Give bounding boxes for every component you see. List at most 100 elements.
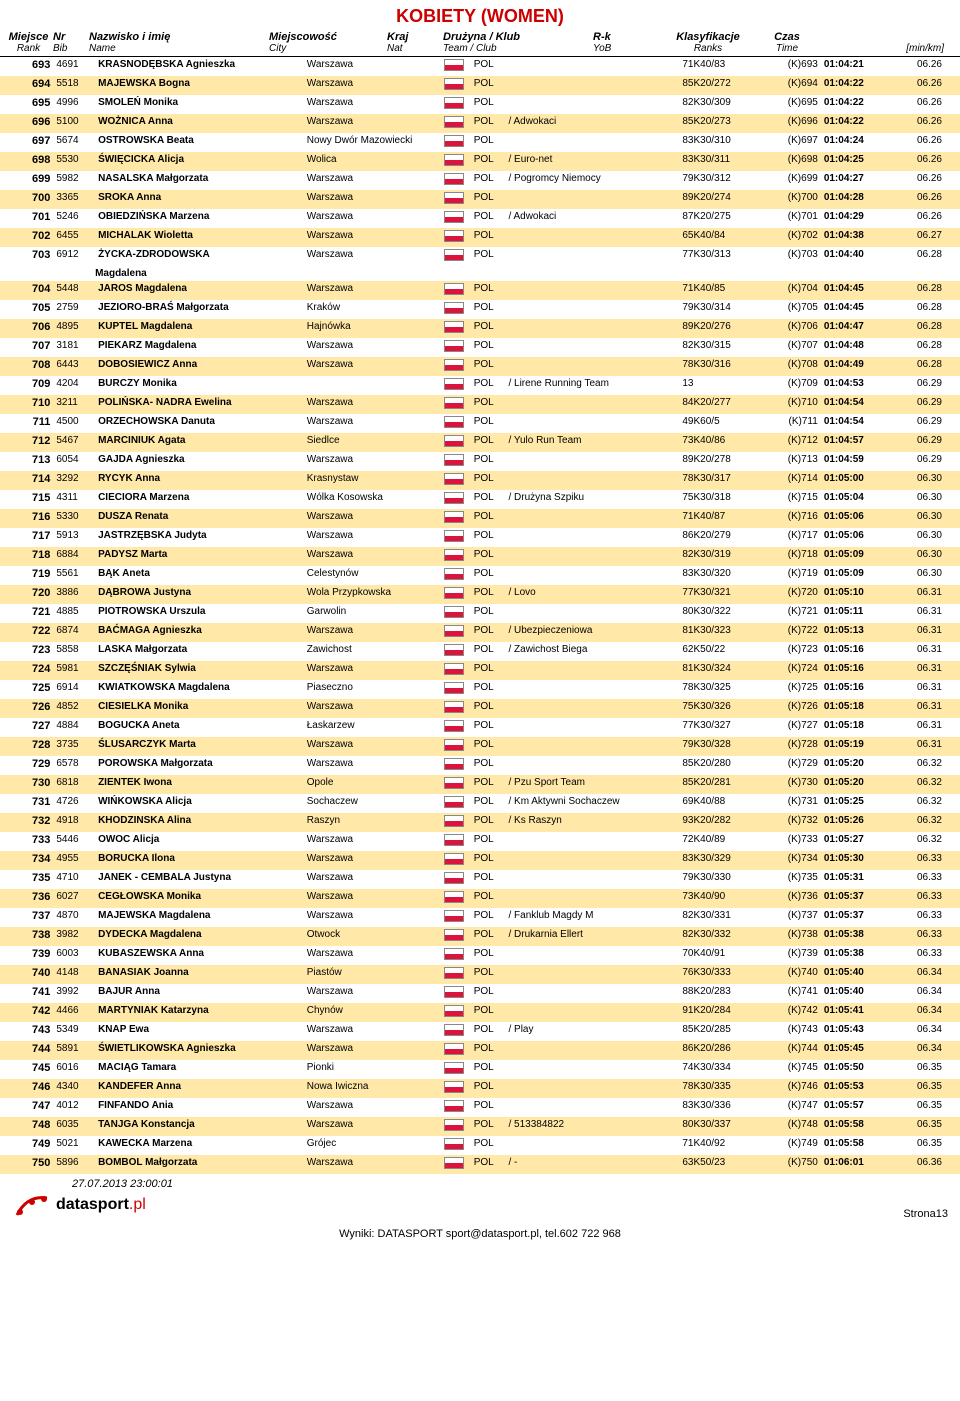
flag-icon bbox=[444, 321, 464, 333]
flag-icon bbox=[444, 416, 464, 428]
table-row: 7214885PIOTROWSKA UrszulaGarwolinPOL80K3… bbox=[0, 604, 960, 623]
table-row: 6934691KRASNODĘBSKA AgnieszkaWarszawaPOL… bbox=[0, 57, 960, 76]
table-row: 7125467MARCINIUK AgataSiedlcePOL/ Yulo R… bbox=[0, 433, 960, 452]
table-row: 7505896BOMBOL MałgorzataWarszawaPOL/ -63… bbox=[0, 1155, 960, 1174]
flag-icon bbox=[444, 230, 464, 242]
flag-icon bbox=[444, 1024, 464, 1036]
table-row: 7015246OBIEDZIŃSKA MarzenaWarszawaPOL/ A… bbox=[0, 209, 960, 228]
flag-icon bbox=[444, 192, 464, 204]
table-row: 7456016MACIĄG TamaraPionkiPOL74K30/334(K… bbox=[0, 1060, 960, 1079]
table-header: MiejsceRank NrBib Nazwisko i imięName Mi… bbox=[0, 29, 960, 57]
table-row: 7445891ŚWIETLIKOWSKA AgnieszkaWarszawaPO… bbox=[0, 1041, 960, 1060]
flag-icon bbox=[444, 891, 464, 903]
flag-icon bbox=[444, 530, 464, 542]
table-row: 6995982NASALSKA MałgorzataWarszawaPOL/ P… bbox=[0, 171, 960, 190]
flag-icon bbox=[444, 1043, 464, 1055]
flag-icon bbox=[444, 473, 464, 485]
flag-icon bbox=[444, 435, 464, 447]
flag-icon bbox=[444, 948, 464, 960]
table-row: 7296578POROWSKA MałgorzataWarszawaPOL85K… bbox=[0, 756, 960, 775]
table-row: 7094204BURCZY MonikaPOL/ Lirene Running … bbox=[0, 376, 960, 395]
flag-icon bbox=[444, 910, 464, 922]
table-row: 7366027CEGŁOWSKA MonikaWarszawaPOL73K40/… bbox=[0, 889, 960, 908]
flag-icon bbox=[444, 929, 464, 941]
flag-icon bbox=[444, 796, 464, 808]
flag-icon bbox=[444, 1157, 464, 1169]
table-row: 6965100WOŻNICA AnnaWarszawaPOL/ Adwokaci… bbox=[0, 114, 960, 133]
table-row: 7486035TANJGA KonstancjaWarszawaPOL/ 513… bbox=[0, 1117, 960, 1136]
flag-icon bbox=[444, 549, 464, 561]
table-row: 6975674OSTROWSKA BeataNowy Dwór Mazowiec… bbox=[0, 133, 960, 152]
flag-icon bbox=[444, 154, 464, 166]
flag-icon bbox=[444, 663, 464, 675]
table-row: 7464340KANDEFER AnnaNowa IwicznaPOL78K30… bbox=[0, 1079, 960, 1098]
table-row: 7136054GAJDA AgnieszkaWarszawaPOL89K20/2… bbox=[0, 452, 960, 471]
flag-icon bbox=[444, 454, 464, 466]
flag-icon bbox=[444, 378, 464, 390]
table-row: 7052759JEZIORO-BRAŚ MałgorzataKrakówPOL7… bbox=[0, 300, 960, 319]
table-row: 7344955BORUCKA IlonaWarszawaPOL83K30/329… bbox=[0, 851, 960, 870]
table-row: 7045448JAROS MagdalenaWarszawaPOL71K40/8… bbox=[0, 281, 960, 300]
flag-icon bbox=[444, 1005, 464, 1017]
page-title: KOBIETY (WOMEN) bbox=[0, 0, 960, 29]
flag-icon bbox=[444, 967, 464, 979]
flag-icon bbox=[444, 1081, 464, 1093]
flag-icon bbox=[444, 302, 464, 314]
table-row: 6945518MAJEWSKA BognaWarszawaPOL85K20/27… bbox=[0, 76, 960, 95]
table-row: 7396003KUBASZEWSKA AnnaWarszawaPOL70K40/… bbox=[0, 946, 960, 965]
flag-icon bbox=[444, 135, 464, 147]
table-row: 7413992BAJUR AnnaWarszawaPOL88K20/283(K)… bbox=[0, 984, 960, 1003]
flag-icon bbox=[444, 1119, 464, 1131]
flag-icon bbox=[444, 777, 464, 789]
flag-icon bbox=[444, 211, 464, 223]
flag-icon bbox=[444, 834, 464, 846]
table-row: 7154311CIECIORA MarzenaWólka KosowskaPOL… bbox=[0, 490, 960, 509]
flag-icon bbox=[444, 758, 464, 770]
flag-icon bbox=[444, 1062, 464, 1074]
table-row: 7186884PADYSZ MartaWarszawaPOL82K30/319(… bbox=[0, 547, 960, 566]
flag-icon bbox=[444, 739, 464, 751]
flag-icon bbox=[444, 568, 464, 580]
flag-icon bbox=[444, 397, 464, 409]
table-row: 7306818ZIENTEK IwonaOpolePOL/ Pzu Sport … bbox=[0, 775, 960, 794]
footer: 27.07.2013 23:00:01 datasport.pl Strona1… bbox=[0, 1174, 960, 1228]
flag-icon bbox=[444, 116, 464, 128]
table-row: 7103211POLIŃSKA- NADRA EwelinaWarszawaPO… bbox=[0, 395, 960, 414]
table-row: 7274884BOGUCKA AnetaŁaskarzewPOL77K30/32… bbox=[0, 718, 960, 737]
table-row: 7424466MARTYNIAK KatarzynaChynówPOL91K20… bbox=[0, 1003, 960, 1022]
flag-icon bbox=[444, 249, 464, 261]
flag-icon bbox=[444, 283, 464, 295]
table-row: 7165330DUSZA RenataWarszawaPOL71K40/87(K… bbox=[0, 509, 960, 528]
flag-icon bbox=[444, 872, 464, 884]
flag-icon bbox=[444, 587, 464, 599]
table-row: 7264852CIESIELKA MonikaWarszawaPOL75K30/… bbox=[0, 699, 960, 718]
flag-icon bbox=[444, 682, 464, 694]
table-row: 7495021KAWECKA MarzenaGrójecPOL71K40/92(… bbox=[0, 1136, 960, 1155]
table-row: 7235858LASKA MałgorzataZawichostPOL/ Zaw… bbox=[0, 642, 960, 661]
logo: datasport.pl bbox=[12, 1190, 173, 1220]
page-number: Strona13 bbox=[903, 1208, 948, 1220]
table-row: 7203886DĄBROWA JustynaWola PrzypkowskaPO… bbox=[0, 585, 960, 604]
flag-icon bbox=[444, 1100, 464, 1112]
flag-icon bbox=[444, 78, 464, 90]
flag-icon bbox=[444, 59, 464, 71]
flag-icon bbox=[444, 359, 464, 371]
table-row: 7383982DYDECKA MagdalenaOtwockPOL/ Druka… bbox=[0, 927, 960, 946]
table-row: 7256914KWIATKOWSKA MagdalenaPiasecznoPOL… bbox=[0, 680, 960, 699]
table-row: 7335446OWOC AlicjaWarszawaPOL72K40/89(K)… bbox=[0, 832, 960, 851]
flag-icon bbox=[444, 815, 464, 827]
flag-icon bbox=[444, 492, 464, 504]
flag-icon bbox=[444, 625, 464, 637]
table-row: 7175913JASTRZĘBSKA JudytaWarszawaPOL86K2… bbox=[0, 528, 960, 547]
table-row: 7435349KNAP EwaWarszawaPOL/ Play85K20/28… bbox=[0, 1022, 960, 1041]
table-row: 7283735ŚLUSARCZYK MartaWarszawaPOL79K30/… bbox=[0, 737, 960, 756]
flag-icon bbox=[444, 986, 464, 998]
table-row: 7474012FINFANDO AniaWarszawaPOL83K30/336… bbox=[0, 1098, 960, 1117]
table-row: 7404148BANASIAK JoannaPiastówPOL76K30/33… bbox=[0, 965, 960, 984]
table-row-continuation: Magdalena bbox=[0, 266, 960, 281]
table-row: 6954996SMOLEŃ MonikaWarszawaPOL82K30/309… bbox=[0, 95, 960, 114]
table-row: 7073181PIEKARZ MagdalenaWarszawaPOL82K30… bbox=[0, 338, 960, 357]
table-row: 7374870MAJEWSKA MagdalenaWarszawaPOL/ Fa… bbox=[0, 908, 960, 927]
flag-icon bbox=[444, 97, 464, 109]
flag-icon bbox=[444, 173, 464, 185]
